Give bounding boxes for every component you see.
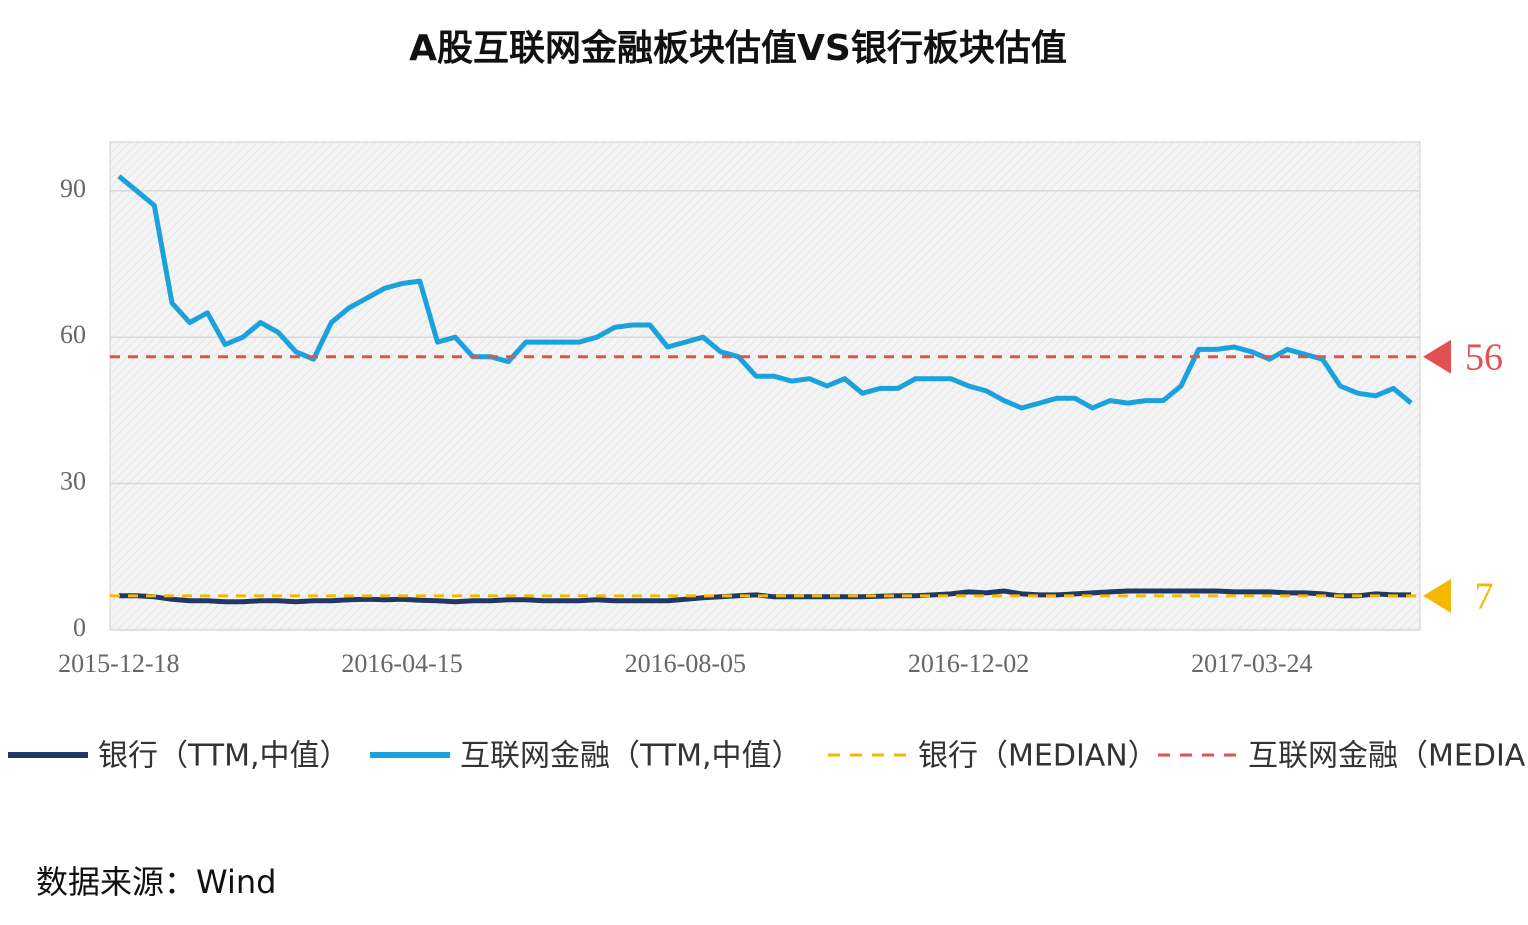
- x-tick-label: 2016-12-02: [908, 649, 1029, 678]
- legend-label: 银行（TTM,中值）: [98, 739, 350, 774]
- x-tick-label: 2015-12-18: [58, 649, 179, 678]
- y-tick-label: 60: [60, 320, 86, 349]
- y-tick-label: 90: [60, 174, 86, 203]
- x-tick-label: 2016-04-15: [341, 649, 462, 678]
- chart-title: A股互联网金融板块估值VS银行板块估值: [409, 27, 1067, 69]
- median-label: 56: [1465, 336, 1503, 378]
- median-label: 7: [1475, 576, 1494, 618]
- plot-area: [109, 141, 1421, 631]
- legend-label: 银行（MEDIAN）: [918, 739, 1158, 774]
- legend-label: 互联网金融（TTM,中值）: [460, 739, 802, 774]
- median-marker: [1423, 578, 1451, 613]
- y-tick-label: 0: [73, 613, 86, 642]
- source-note: 数据来源：Wind: [36, 863, 276, 901]
- legend-label: 互联网金融（MEDIAN）: [1248, 739, 1528, 774]
- y-tick-label: 30: [60, 467, 86, 496]
- median-marker: [1423, 339, 1451, 374]
- x-tick-label: 2016-08-05: [625, 649, 746, 678]
- x-tick-label: 2017-03-24: [1191, 649, 1312, 678]
